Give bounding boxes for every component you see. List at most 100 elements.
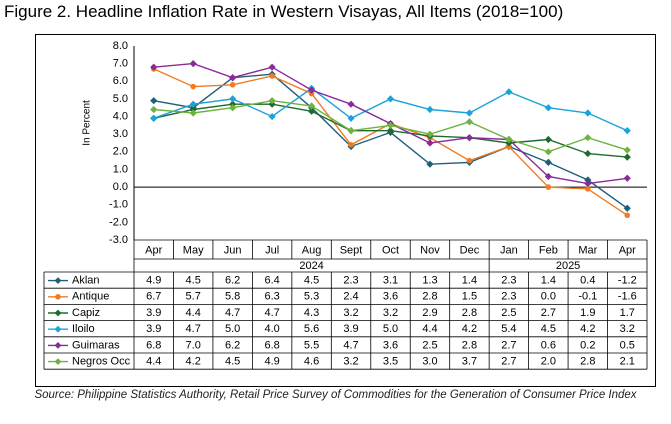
- data-point: [623, 204, 631, 212]
- data-point: [623, 127, 631, 135]
- data-label: 4.5: [541, 323, 556, 335]
- data-point: [386, 127, 395, 135]
- data-label: 4.4: [186, 307, 201, 319]
- data-label: 6.2: [225, 339, 240, 351]
- data-label: -0.1: [578, 291, 597, 303]
- data-point: [307, 102, 316, 110]
- legend-series-name: Aklan: [72, 275, 100, 287]
- chart-title: Figure 2. Headline Inflation Rate in Wes…: [4, 2, 564, 21]
- legend-series-name: Negros Occ: [72, 356, 131, 368]
- y-tick-label: -3.0: [109, 234, 128, 246]
- y-tick-label: 1.0: [113, 163, 128, 175]
- y-tick-label: 5.0: [113, 93, 128, 105]
- data-point: [624, 212, 631, 219]
- data-point: [426, 160, 434, 168]
- data-label: 4.2: [462, 323, 477, 335]
- data-label: 0.5: [620, 339, 635, 351]
- x-tick-label: Mar: [578, 244, 597, 256]
- data-point: [426, 105, 434, 114]
- x-tick-label: Oct: [382, 244, 399, 256]
- data-point: [584, 109, 592, 117]
- data-point: [584, 149, 592, 158]
- data-point: [229, 74, 237, 82]
- data-point: [544, 172, 552, 181]
- data-point: [584, 179, 592, 188]
- data-label: 1.7: [620, 307, 635, 319]
- data-point: [544, 104, 552, 112]
- data-point: [426, 139, 434, 147]
- y-tick-label: 0.0: [113, 181, 128, 193]
- data-label: -1.2: [618, 275, 637, 287]
- data-label: 6.2: [225, 275, 240, 287]
- data-label: 3.6: [383, 291, 398, 303]
- data-label: 0.4: [580, 275, 595, 287]
- data-label: 6.8: [264, 339, 279, 351]
- data-label: 2.0: [541, 356, 556, 368]
- data-label: 2.3: [501, 275, 516, 287]
- legend-series-name: Iloilo: [72, 323, 95, 335]
- data-point: [347, 127, 355, 135]
- data-label: 3.2: [383, 307, 398, 319]
- data-label: 4.2: [580, 323, 595, 335]
- data-point: [465, 118, 474, 126]
- data-label: 4.4: [146, 356, 161, 368]
- data-point: [585, 186, 591, 192]
- data-label: 3.5: [383, 356, 398, 368]
- data-point: [544, 158, 552, 166]
- data-label: 3.9: [146, 307, 161, 319]
- data-point: [189, 100, 197, 108]
- data-point: [268, 112, 276, 121]
- data-point: [465, 109, 474, 117]
- x-tick-label: Jan: [500, 244, 518, 256]
- data-point: [269, 73, 275, 79]
- year-label: 2024: [299, 260, 323, 272]
- data-label: 2.3: [501, 291, 516, 303]
- data-label: 4.3: [304, 307, 319, 319]
- legend-series-name: Antique: [72, 291, 109, 303]
- x-tick-label: Dec: [460, 244, 480, 256]
- data-label: 5.6: [304, 323, 319, 335]
- data-point: [426, 130, 434, 138]
- data-label: 5.5: [304, 339, 319, 351]
- x-tick-label: Feb: [539, 244, 558, 256]
- data-point: [466, 157, 473, 164]
- data-label: 1.4: [462, 275, 477, 287]
- data-label: 6.8: [146, 339, 161, 351]
- data-point: [347, 100, 355, 108]
- data-label: 0.0: [541, 291, 556, 303]
- y-tick-label: 4.0: [113, 110, 128, 122]
- data-label: 4.7: [343, 339, 358, 351]
- legend-key-marker: [55, 294, 61, 300]
- data-label: 5.4: [501, 323, 516, 335]
- data-label: 3.7: [462, 356, 477, 368]
- data-label: 4.5: [304, 275, 319, 287]
- data-point: [307, 86, 316, 94]
- data-point: [505, 88, 513, 96]
- data-label: 3.9: [343, 323, 358, 335]
- data-point: [150, 97, 158, 105]
- data-label: 4.5: [186, 275, 201, 287]
- data-point: [348, 141, 354, 148]
- data-label: 6.4: [264, 275, 279, 287]
- data-label: 4.0: [264, 323, 279, 335]
- y-tick-label: -2.0: [109, 216, 128, 228]
- data-point: [190, 83, 196, 90]
- data-label: 1.4: [541, 275, 556, 287]
- data-label: 2.7: [501, 339, 516, 351]
- x-tick-label: May: [183, 244, 204, 256]
- y-tick-label: 3.0: [113, 128, 128, 140]
- data-label: 1.3: [422, 275, 437, 287]
- legend-key-marker: [54, 325, 62, 333]
- x-tick-label: Aug: [302, 244, 322, 256]
- data-label: 6.3: [264, 291, 279, 303]
- data-point: [150, 63, 158, 71]
- data-label: 4.9: [146, 275, 161, 287]
- x-tick-label: Jun: [224, 244, 242, 256]
- data-point: [623, 153, 631, 161]
- data-label: 2.8: [580, 356, 595, 368]
- legend-series-name: Guimaras: [72, 339, 120, 351]
- data-point: [545, 184, 552, 190]
- chart-frame: In Percent 8.0 7.0 6.0 5.0 4.0 3.0 2.0 1.0 0.0 -1.…: [35, 34, 656, 387]
- data-label: 1.5: [462, 291, 477, 303]
- data-label: 3.9: [146, 323, 161, 335]
